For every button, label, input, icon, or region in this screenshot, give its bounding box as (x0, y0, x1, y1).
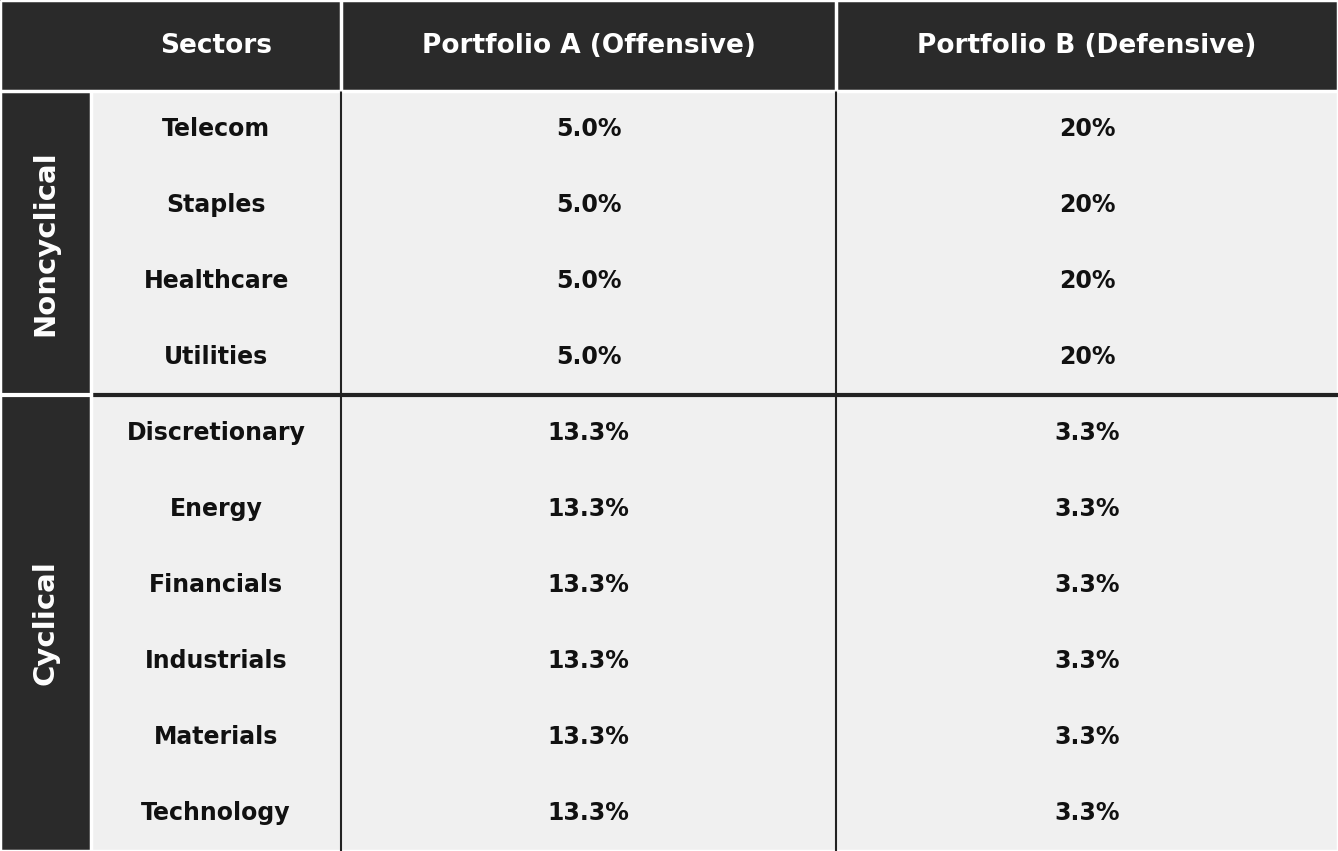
Text: 3.3%: 3.3% (1054, 573, 1120, 597)
Text: 3.3%: 3.3% (1054, 497, 1120, 521)
Text: Utilities: Utilities (165, 345, 268, 369)
Text: 13.3%: 13.3% (547, 497, 630, 521)
Text: Technology: Technology (142, 801, 290, 825)
Text: 13.3%: 13.3% (547, 649, 630, 673)
Text: 13.3%: 13.3% (547, 573, 630, 597)
Text: 20%: 20% (1058, 193, 1116, 217)
Text: Noncyclical: Noncyclical (32, 150, 59, 336)
Text: Industrials: Industrials (145, 649, 288, 673)
Text: 20%: 20% (1058, 117, 1116, 141)
Text: 13.3%: 13.3% (547, 801, 630, 825)
Text: Portfolio A (Offensive): Portfolio A (Offensive) (421, 32, 756, 59)
Text: 20%: 20% (1058, 345, 1116, 369)
Text: Financials: Financials (149, 573, 284, 597)
Text: 3.3%: 3.3% (1054, 801, 1120, 825)
Bar (0, 395, 91, 851)
Text: 3.3%: 3.3% (1054, 421, 1120, 445)
Bar (91, 91, 1338, 851)
Bar (0, 91, 91, 395)
Text: 5.0%: 5.0% (557, 193, 621, 217)
Text: Telecom: Telecom (162, 117, 270, 141)
Text: Staples: Staples (166, 193, 266, 217)
Text: 13.3%: 13.3% (547, 421, 630, 445)
Text: Healthcare: Healthcare (143, 269, 289, 293)
Text: 5.0%: 5.0% (557, 117, 621, 141)
Text: Sectors: Sectors (161, 32, 272, 59)
Text: Energy: Energy (170, 497, 262, 521)
Text: 5.0%: 5.0% (557, 269, 621, 293)
Text: 5.0%: 5.0% (557, 345, 621, 369)
Text: 3.3%: 3.3% (1054, 649, 1120, 673)
Text: 20%: 20% (1058, 269, 1116, 293)
Text: Materials: Materials (154, 725, 278, 749)
Text: Cyclical: Cyclical (32, 561, 59, 685)
Text: 13.3%: 13.3% (547, 725, 630, 749)
Text: 3.3%: 3.3% (1054, 725, 1120, 749)
Text: Discretionary: Discretionary (127, 421, 305, 445)
Text: Portfolio B (Defensive): Portfolio B (Defensive) (918, 32, 1256, 59)
